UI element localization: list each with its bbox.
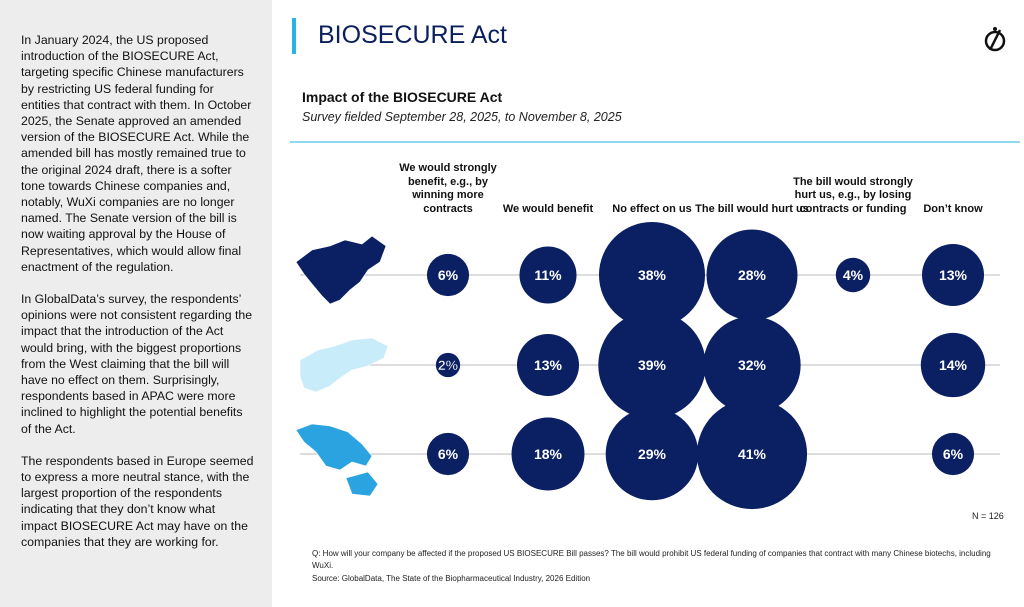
data-label: 13% <box>939 267 968 283</box>
source-note: Source: GlobalData, The State of the Bio… <box>312 574 591 583</box>
data-label: 29% <box>638 446 667 462</box>
paragraph: In January 2024, the US proposed introdu… <box>21 33 252 274</box>
sample-size: N = 126 <box>972 511 1004 521</box>
bubble <box>516 333 580 397</box>
category-label: The bill would hurt us <box>695 202 809 215</box>
bubble <box>598 221 706 329</box>
bubble <box>706 229 798 321</box>
data-label: 28% <box>738 267 767 283</box>
data-label: 38% <box>638 267 667 283</box>
region-map-apac <box>295 423 379 497</box>
bubble <box>426 253 470 297</box>
paragraph: In GlobalData’s survey, the respondents’… <box>21 292 253 436</box>
bubble <box>835 257 871 293</box>
commentary-panel: In January 2024, the US proposed introdu… <box>0 0 272 607</box>
bubble <box>598 311 706 419</box>
data-label: 6% <box>943 446 964 462</box>
bubble <box>696 398 808 510</box>
survey-question: Q: How will your company be affected if … <box>312 549 991 570</box>
data-label: 6% <box>438 446 459 462</box>
data-label: 2% <box>438 357 459 373</box>
bubble <box>921 243 985 307</box>
bubble <box>920 332 986 398</box>
region-map-north-america <box>295 235 387 305</box>
data-label: 32% <box>738 357 767 373</box>
chart-subtitle: Survey fielded September 28, 2025, to No… <box>302 110 622 124</box>
data-label: 18% <box>534 446 563 462</box>
page-title: BIOSECURE Act <box>318 21 507 49</box>
paragraph: The respondents based in Europe seemed t… <box>21 453 254 549</box>
data-label: 11% <box>534 267 562 283</box>
category-label: We would strongly benefit, e.g., by winn… <box>399 162 497 215</box>
bubble <box>511 417 585 491</box>
data-label: 13% <box>534 357 563 373</box>
chart-title: Impact of the BIOSECURE Act <box>302 89 503 105</box>
data-label: 39% <box>638 357 667 373</box>
category-label: The bill would strongly hurt us, e.g., b… <box>793 175 913 215</box>
bubble <box>931 432 975 476</box>
data-label: 14% <box>939 357 968 373</box>
bubble <box>435 352 461 378</box>
data-label: 4% <box>843 267 864 283</box>
bubble <box>605 407 699 501</box>
bubble <box>426 432 470 476</box>
data-label: 6% <box>438 267 459 283</box>
region-map-europe <box>299 337 389 393</box>
globaldata-logo-icon <box>984 27 1006 52</box>
divider <box>290 141 1020 143</box>
category-label: We would benefit <box>502 202 594 215</box>
data-label: 41% <box>738 446 767 462</box>
bubble <box>703 316 801 414</box>
category-label: No effect on us <box>612 202 692 215</box>
bubble <box>519 246 577 304</box>
title-accent-bar <box>292 18 296 54</box>
category-label: Don’t know <box>923 202 983 215</box>
